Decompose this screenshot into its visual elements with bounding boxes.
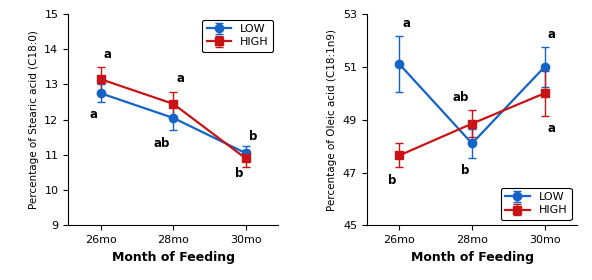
Y-axis label: Percentage of Oleic acid (C18:1n9): Percentage of Oleic acid (C18:1n9) xyxy=(327,29,337,211)
Text: a: a xyxy=(104,48,112,60)
Legend: LOW, HIGH: LOW, HIGH xyxy=(501,188,572,220)
Text: b: b xyxy=(249,130,257,143)
Text: ab: ab xyxy=(453,91,469,104)
Y-axis label: Percentage of Stearic acid (C18:0): Percentage of Stearic acid (C18:0) xyxy=(28,30,38,209)
Text: a: a xyxy=(176,72,184,85)
Text: b: b xyxy=(234,167,243,179)
Legend: LOW, HIGH: LOW, HIGH xyxy=(202,20,273,52)
Text: b: b xyxy=(461,164,469,177)
Text: b: b xyxy=(388,174,397,186)
Text: a: a xyxy=(548,122,555,135)
Text: a: a xyxy=(403,17,410,30)
Text: a: a xyxy=(90,108,98,122)
X-axis label: Month of Feeding: Month of Feeding xyxy=(410,251,533,264)
Text: ab: ab xyxy=(154,137,170,150)
X-axis label: Month of Feeding: Month of Feeding xyxy=(112,251,235,264)
Text: a: a xyxy=(548,28,555,41)
